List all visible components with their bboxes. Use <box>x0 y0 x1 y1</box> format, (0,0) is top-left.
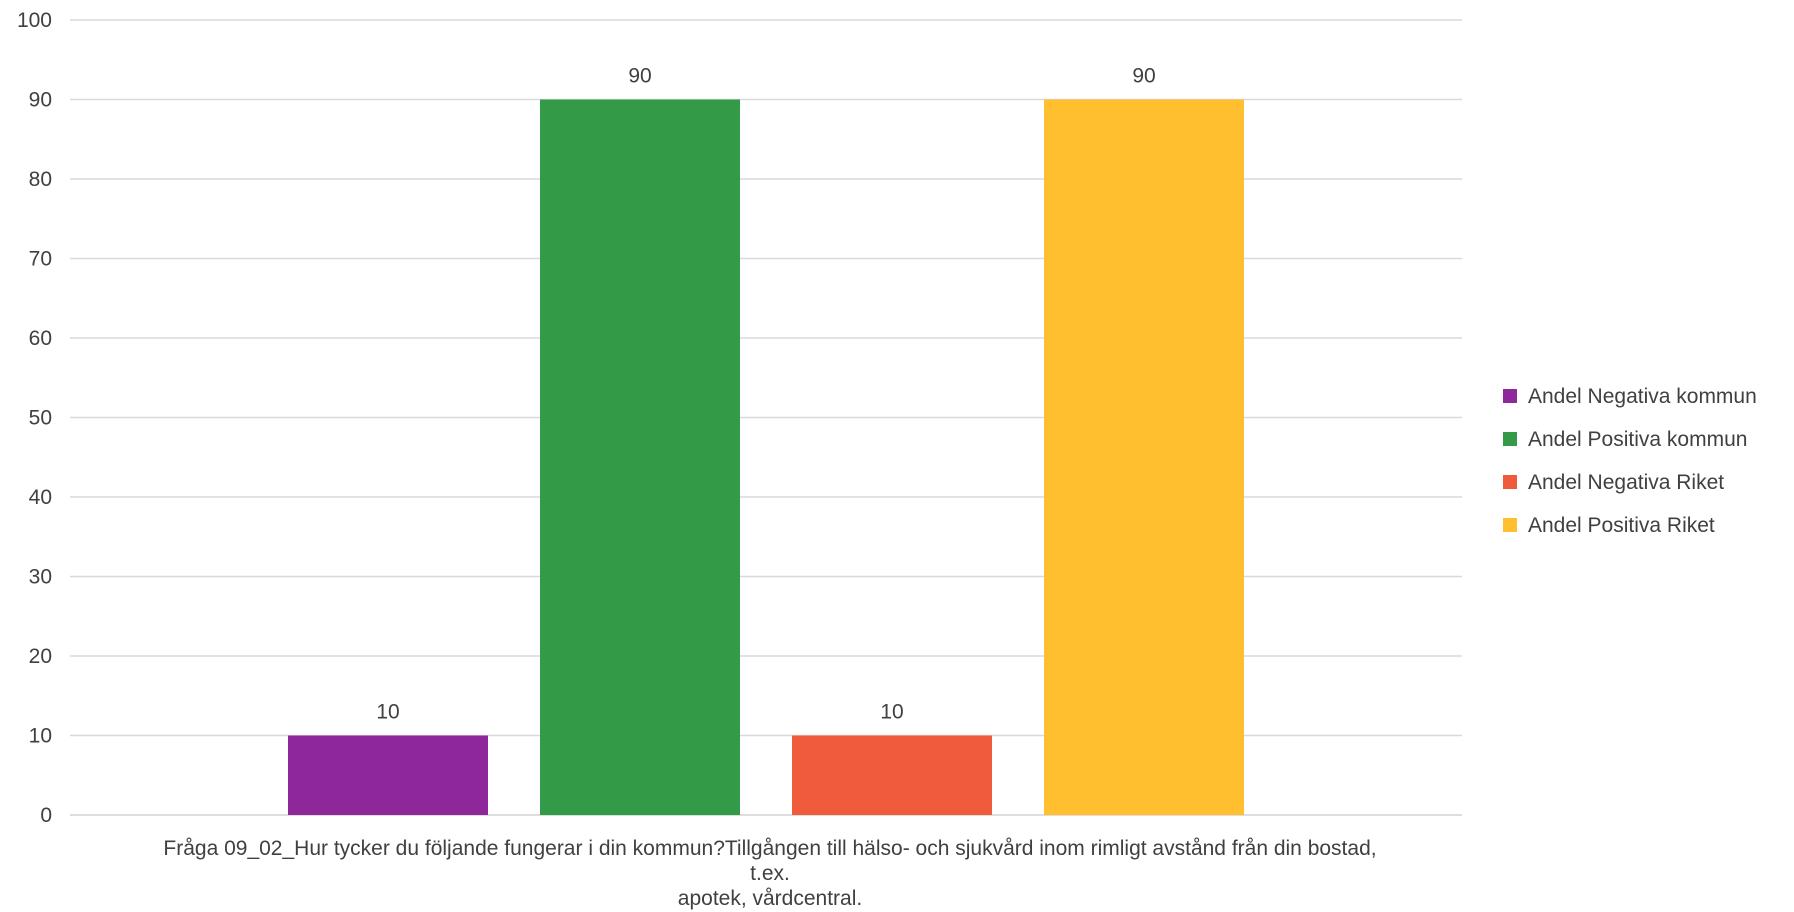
legend-swatch <box>1503 475 1517 489</box>
legend-swatch <box>1503 389 1517 403</box>
legend-swatch <box>1503 432 1517 446</box>
bar-andel-negativa-riket <box>792 735 992 815</box>
data-label: 90 <box>628 65 651 88</box>
y-axis-tick-labels: 0 10 20 30 40 50 60 70 80 90 100 <box>17 9 52 827</box>
legend-label: Andel Positiva Riket <box>1528 514 1715 537</box>
legend-label: Andel Negativa Riket <box>1528 471 1724 494</box>
bars <box>288 99 1244 815</box>
y-tick-label: 40 <box>29 486 52 509</box>
bar-andel-positiva-kommun <box>540 99 740 815</box>
y-tick-label: 80 <box>29 168 52 191</box>
y-tick-label: 50 <box>29 407 52 430</box>
y-tick-label: 90 <box>29 89 52 112</box>
data-label: 90 <box>1132 65 1155 88</box>
legend-label: Andel Positiva kommun <box>1528 428 1747 451</box>
y-tick-label: 30 <box>29 566 52 589</box>
data-label: 10 <box>880 701 903 724</box>
y-tick-label: 70 <box>29 248 52 271</box>
category-label-line-3: apotek, vårdcentral. <box>678 887 862 910</box>
y-tick-label: 20 <box>29 645 52 668</box>
gridlines <box>70 19 1462 816</box>
category-label-line-1: Fråga 09_02_Hur tycker du följande funge… <box>163 837 1376 860</box>
legend-label: Andel Negativa kommun <box>1528 385 1757 408</box>
y-tick-label: 100 <box>17 9 52 32</box>
y-tick-label: 0 <box>40 804 52 827</box>
data-label: 10 <box>376 701 399 724</box>
data-labels: 10 90 10 90 <box>376 65 1155 724</box>
legend: Andel Negativa kommun Andel Positiva komm… <box>1503 385 1757 537</box>
category-label-line-2: t.ex. <box>750 862 790 885</box>
bar-andel-negativa-kommun <box>288 735 488 815</box>
bar-andel-positiva-riket <box>1044 99 1244 815</box>
y-tick-label: 10 <box>29 725 52 748</box>
x-axis: Fråga 09_02_Hur tycker du följande funge… <box>163 837 1376 910</box>
y-tick-label: 60 <box>29 327 52 350</box>
legend-swatch <box>1503 518 1517 532</box>
